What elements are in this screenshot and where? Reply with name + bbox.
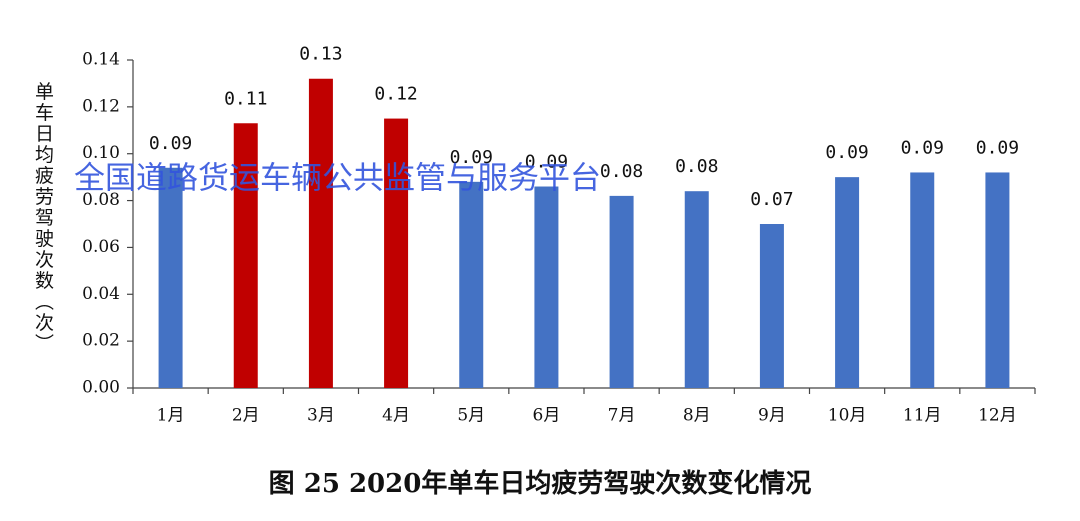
x-tick-label: 3月 (307, 406, 335, 426)
x-tick-label: 1月 (157, 406, 185, 426)
bar (308, 78, 333, 388)
x-tick-label: 7月 (608, 406, 636, 426)
y-tick-label: 0.00 (82, 378, 120, 398)
x-tick-label: 4月 (382, 406, 410, 426)
y-axis-label: 单车日均疲劳驾驶次数（次） (32, 81, 54, 354)
x-tick-label: 12月 (978, 406, 1017, 426)
y-tick-label: 0.08 (82, 190, 120, 210)
bar (759, 224, 784, 388)
chart-title: 图 25 2020年单车日均疲劳驾驶次数变化情况 (269, 468, 812, 499)
value-label: 0.09 (525, 152, 568, 173)
x-tick-label: 9月 (758, 406, 786, 426)
x-tick-label: 5月 (457, 406, 485, 426)
value-label: 0.12 (374, 84, 417, 105)
y-tick-label: 0.14 (82, 50, 120, 70)
bar (233, 123, 258, 388)
x-tick-label: 6月 (533, 406, 561, 426)
bar (384, 118, 409, 389)
x-tick-label: 10月 (828, 406, 867, 426)
value-label: 0.09 (901, 137, 944, 158)
value-label: 0.08 (600, 161, 643, 182)
y-tick-label: 0.10 (82, 143, 120, 163)
value-label: 0.09 (450, 147, 493, 168)
bar (534, 186, 559, 388)
bar (985, 172, 1010, 388)
bar (684, 191, 709, 388)
value-label: 0.11 (224, 88, 267, 109)
value-label: 0.09 (976, 137, 1019, 158)
value-label: 0.08 (675, 156, 718, 177)
watermark: 全国道路货运车辆公共监管与服务平台 (74, 161, 601, 197)
y-tick-label: 0.06 (82, 237, 120, 257)
bar (910, 172, 935, 388)
bar (158, 167, 183, 388)
value-label: 0.13 (299, 44, 342, 65)
y-tick-label: 0.02 (82, 331, 120, 351)
value-label: 0.07 (750, 189, 793, 210)
value-label: 0.09 (149, 133, 192, 154)
value-label: 0.09 (825, 142, 868, 163)
x-tick-label: 2月 (232, 406, 260, 426)
x-tick-label: 11月 (903, 406, 942, 426)
bar (459, 181, 484, 388)
x-tick-label: 8月 (683, 406, 711, 426)
bar (609, 195, 634, 388)
y-tick-label: 0.04 (82, 284, 120, 304)
y-tick-label: 0.12 (82, 96, 120, 116)
bar (835, 177, 860, 388)
